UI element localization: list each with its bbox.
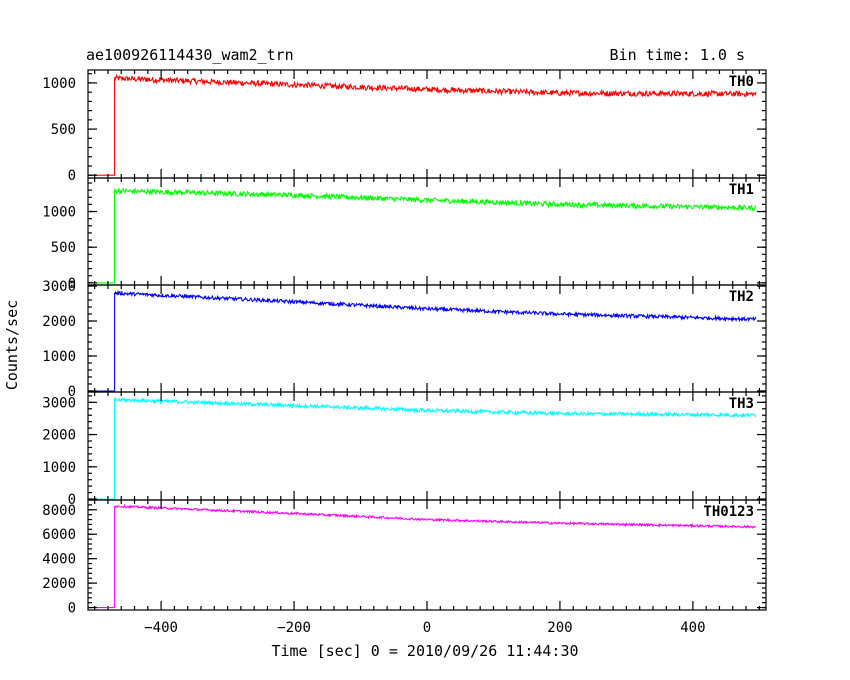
y-tick-label: 6000	[42, 527, 76, 543]
panel-frame	[87, 284, 767, 393]
bin-time-label: Bin time: 1.0 s	[610, 46, 745, 64]
y-tick-label: 0	[68, 492, 76, 508]
y-tick-label: 1000	[42, 205, 76, 221]
series-label-th0123: TH0123	[703, 504, 754, 520]
series-label-th3: TH3	[729, 396, 754, 412]
y-tick-label: 0	[68, 384, 76, 400]
panel-frame	[87, 499, 767, 611]
x-tick-label: 0	[423, 620, 431, 636]
chart-title: ae100926114430_wam2_trn	[86, 46, 294, 64]
y-tick-label: 3000	[42, 395, 76, 411]
panel-th3: 0 1000 2000 3000 TH3	[42, 391, 767, 508]
series-line-th1	[94, 187, 757, 284]
y-tick-label: 1000	[42, 460, 76, 476]
y-tick-label: 4000	[42, 552, 76, 568]
y-tick-label: 2000	[42, 576, 76, 592]
panel-frame	[87, 177, 767, 286]
y-tick-label: 500	[51, 240, 76, 256]
series-line-th3	[94, 396, 757, 500]
y-axis-label: Counts/sec	[3, 300, 21, 390]
x-tick-label: −200	[277, 620, 311, 636]
y-tick-label: 500	[51, 122, 76, 138]
series-label-th2: TH2	[729, 289, 754, 305]
panel-frame	[87, 69, 767, 179]
y-tick-label: 8000	[42, 503, 76, 519]
panel-th2: 0 1000 2000 3000 TH2	[42, 279, 767, 400]
series-line-th0	[94, 73, 757, 176]
y-tick-label: 3000	[42, 279, 76, 295]
y-tick-label: 0	[68, 168, 76, 184]
y-tick-label: 2000	[42, 314, 76, 330]
y-tick-label: 0	[68, 601, 76, 617]
panel-th0: 0 500 1000 TH0	[42, 69, 767, 184]
series-line-th0123	[94, 503, 757, 609]
x-tick-label: −400	[144, 620, 178, 636]
panel-frame	[87, 391, 767, 501]
series-label-th1: TH1	[729, 182, 754, 198]
y-tick-label: 2000	[42, 428, 76, 444]
panel-th1: 0 500 1000 TH1	[42, 177, 767, 292]
y-tick-label: 1000	[42, 76, 76, 92]
series-line-th2	[94, 289, 757, 392]
y-tick-label: 1000	[42, 349, 76, 365]
series-label-th0: TH0	[729, 74, 754, 90]
x-tick-label: 200	[547, 620, 572, 636]
x-tick-label: 400	[680, 620, 705, 636]
panel-th0123: 0 2000 4000 6000 8000 TH0123	[42, 499, 767, 617]
x-axis-label: Time [sec] 0 = 2010/09/26 11:44:30	[271, 642, 578, 660]
y-tick-label: 0	[68, 276, 76, 292]
